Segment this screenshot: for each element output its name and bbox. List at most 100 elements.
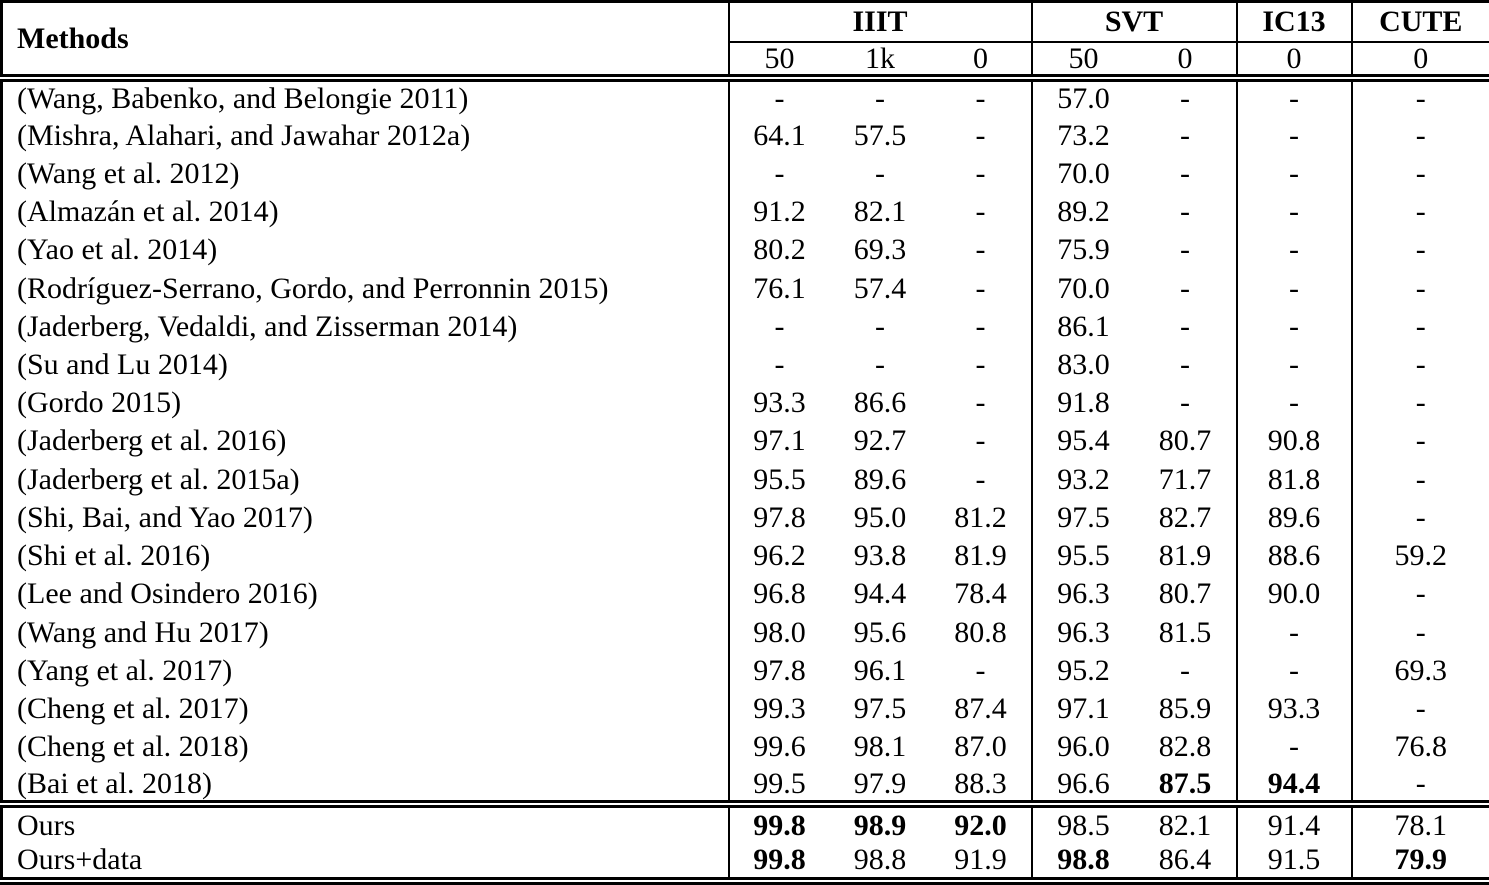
value-cell: 82.1 bbox=[1158, 808, 1212, 842]
value-cell: 86.6 bbox=[853, 386, 907, 420]
value-cell: 91.2 bbox=[727, 192, 830, 231]
value-cell: - bbox=[975, 462, 986, 496]
value-cell: 73.2 bbox=[1030, 116, 1135, 155]
value-cell: 81.8 bbox=[1235, 460, 1352, 499]
value-cell: 75.9 bbox=[1030, 230, 1135, 270]
value-cell: 88.3 bbox=[930, 766, 1032, 809]
value-cell: 78.4 bbox=[954, 577, 1007, 611]
method-cell: (Lee and Osindero 2016) bbox=[17, 577, 318, 611]
value-cell: 95.6 bbox=[853, 615, 907, 649]
value-cell: 91.9 bbox=[954, 843, 1007, 877]
value-cell: - bbox=[1350, 307, 1489, 346]
value-cell: - bbox=[1235, 651, 1352, 690]
value-cell: 91.8 bbox=[1030, 383, 1135, 423]
value-cell: 95.5 bbox=[727, 460, 830, 499]
table-row: (Almazán et al. 2014) 91.2 82.1-89.2- - - bbox=[2, 192, 1489, 231]
value-cell: 89.6 bbox=[1235, 498, 1352, 537]
table-row: (Wang et al. 2012) - - -70.0- - - bbox=[2, 154, 1489, 193]
table-row: (Cheng et al. 2017) 99.3 97.5 87.4 97.1 85.9 9… bbox=[2, 689, 1489, 728]
value-cell: 92.7 bbox=[853, 424, 907, 458]
value-cell: 93.3 bbox=[727, 383, 830, 423]
group-header-ic13: IC13 bbox=[1235, 1, 1352, 43]
value-cell: 99.8 bbox=[727, 842, 830, 881]
value-cell: - bbox=[1180, 118, 1190, 152]
value-cell: 97.5 bbox=[1030, 498, 1135, 537]
value-cell: - bbox=[1350, 766, 1489, 809]
value-cell: 98.5 bbox=[1030, 804, 1135, 843]
value-cell: 93.3 bbox=[1235, 689, 1352, 728]
value-cell: - bbox=[1350, 613, 1489, 652]
value-cell: 89.6 bbox=[853, 462, 907, 496]
value-cell: 81.2 bbox=[954, 500, 1007, 534]
value-cell: - bbox=[975, 386, 986, 420]
value-cell: 81.5 bbox=[1158, 615, 1212, 649]
value-cell: - bbox=[975, 118, 986, 152]
value-cell: 95.0 bbox=[853, 500, 907, 534]
value-cell: 95.4 bbox=[1030, 422, 1135, 461]
value-cell: 57.0 bbox=[1030, 78, 1135, 117]
value-cell: 70.0 bbox=[1030, 154, 1135, 193]
table-row: (Yang et al. 2017) 97.8 96.1-95.2- -69.3 bbox=[2, 651, 1489, 690]
value-cell: 98.8 bbox=[1030, 842, 1135, 881]
value-cell: 96.3 bbox=[1030, 575, 1135, 614]
value-cell: - bbox=[1350, 78, 1489, 117]
method-cell: (Jaderberg, Vedaldi, and Zisserman 2014) bbox=[17, 309, 518, 343]
value-cell: - bbox=[1350, 116, 1489, 155]
value-cell: - bbox=[875, 156, 885, 190]
value-cell: - bbox=[1350, 383, 1489, 423]
value-cell: 97.1 bbox=[727, 422, 830, 461]
value-cell: - bbox=[1180, 309, 1190, 343]
value-cell: - bbox=[727, 154, 830, 193]
value-cell: - bbox=[975, 195, 986, 229]
value-cell: 86.4 bbox=[1158, 843, 1212, 877]
value-cell: 78.1 bbox=[1350, 804, 1489, 843]
value-cell: - bbox=[975, 653, 986, 687]
method-cell: Ours bbox=[17, 808, 76, 842]
value-cell: 91.4 bbox=[1235, 804, 1352, 843]
value-cell: - bbox=[1235, 307, 1352, 346]
value-cell: 98.0 bbox=[727, 613, 830, 652]
value-cell: - bbox=[1235, 154, 1352, 193]
value-cell: 80.8 bbox=[954, 615, 1007, 649]
value-cell: - bbox=[1350, 498, 1489, 537]
subcolumn-header-iiit-0: 0 bbox=[930, 41, 1032, 82]
value-cell: 93.2 bbox=[1030, 460, 1135, 499]
value-cell: 97.9 bbox=[829, 766, 931, 809]
method-cell: (Shi et al. 2016) bbox=[17, 539, 211, 573]
value-cell: 64.1 bbox=[727, 116, 830, 155]
method-cell: (Bai et al. 2018) bbox=[1, 766, 729, 809]
value-cell: - bbox=[727, 307, 830, 346]
method-cell: (Almazán et al. 2014) bbox=[17, 195, 279, 229]
table-row: (Rodríguez-Serrano, Gordo, and Perronnin… bbox=[2, 269, 1489, 308]
value-cell: - bbox=[1350, 269, 1489, 308]
table-row: (Su and Lu 2014) - - -83.0- - - bbox=[2, 345, 1489, 384]
subcolumn-header-svt-50: 50 bbox=[1030, 41, 1135, 82]
value-cell: 92.0 bbox=[954, 808, 1007, 842]
value-cell: 85.9 bbox=[1158, 692, 1212, 726]
value-cell: 99.5 bbox=[727, 766, 830, 809]
methods-header: Methods bbox=[1, 1, 729, 82]
value-cell: 95.5 bbox=[1030, 536, 1135, 576]
value-cell: 96.6 bbox=[1030, 766, 1135, 809]
value-cell: - bbox=[875, 82, 885, 116]
table-row: (Jaderberg et al. 2015a) 95.5 89.6 - 93.2 71.… bbox=[2, 460, 1489, 499]
method-cell: (Wang et al. 2012) bbox=[17, 156, 240, 190]
value-cell: 96.8 bbox=[727, 575, 830, 614]
table-row: (Wang, Babenko, and Belongie 2011) - - -57.… bbox=[2, 78, 1489, 117]
value-cell: 57.5 bbox=[853, 118, 907, 152]
value-cell: - bbox=[1350, 460, 1489, 499]
value-cell: - bbox=[1180, 348, 1190, 381]
value-cell: 87.5 bbox=[1134, 766, 1237, 809]
value-cell: - bbox=[975, 271, 986, 305]
table-row: (Gordo 2015) 93.3 86.6-91.8- - - bbox=[2, 383, 1489, 423]
table-row: Ours 99.8 98.9 92.0 98.5 82.1 91.4 78.1 bbox=[2, 804, 1489, 843]
group-header-svt: SVT bbox=[1030, 1, 1237, 43]
value-cell: 59.2 bbox=[1350, 536, 1489, 576]
value-cell: - bbox=[1180, 233, 1190, 267]
subcolumn-header-iiit-1k: 1k bbox=[829, 41, 931, 82]
table-row: (Yao et al. 2014) 80.2 69.3-75.9- - - bbox=[2, 230, 1489, 270]
value-cell: - bbox=[1180, 386, 1190, 420]
header-group-row: Methods IIIT SVT IC13 CUTE bbox=[1, 1, 1489, 82]
method-cell: (Wang and Hu 2017) bbox=[17, 615, 269, 649]
